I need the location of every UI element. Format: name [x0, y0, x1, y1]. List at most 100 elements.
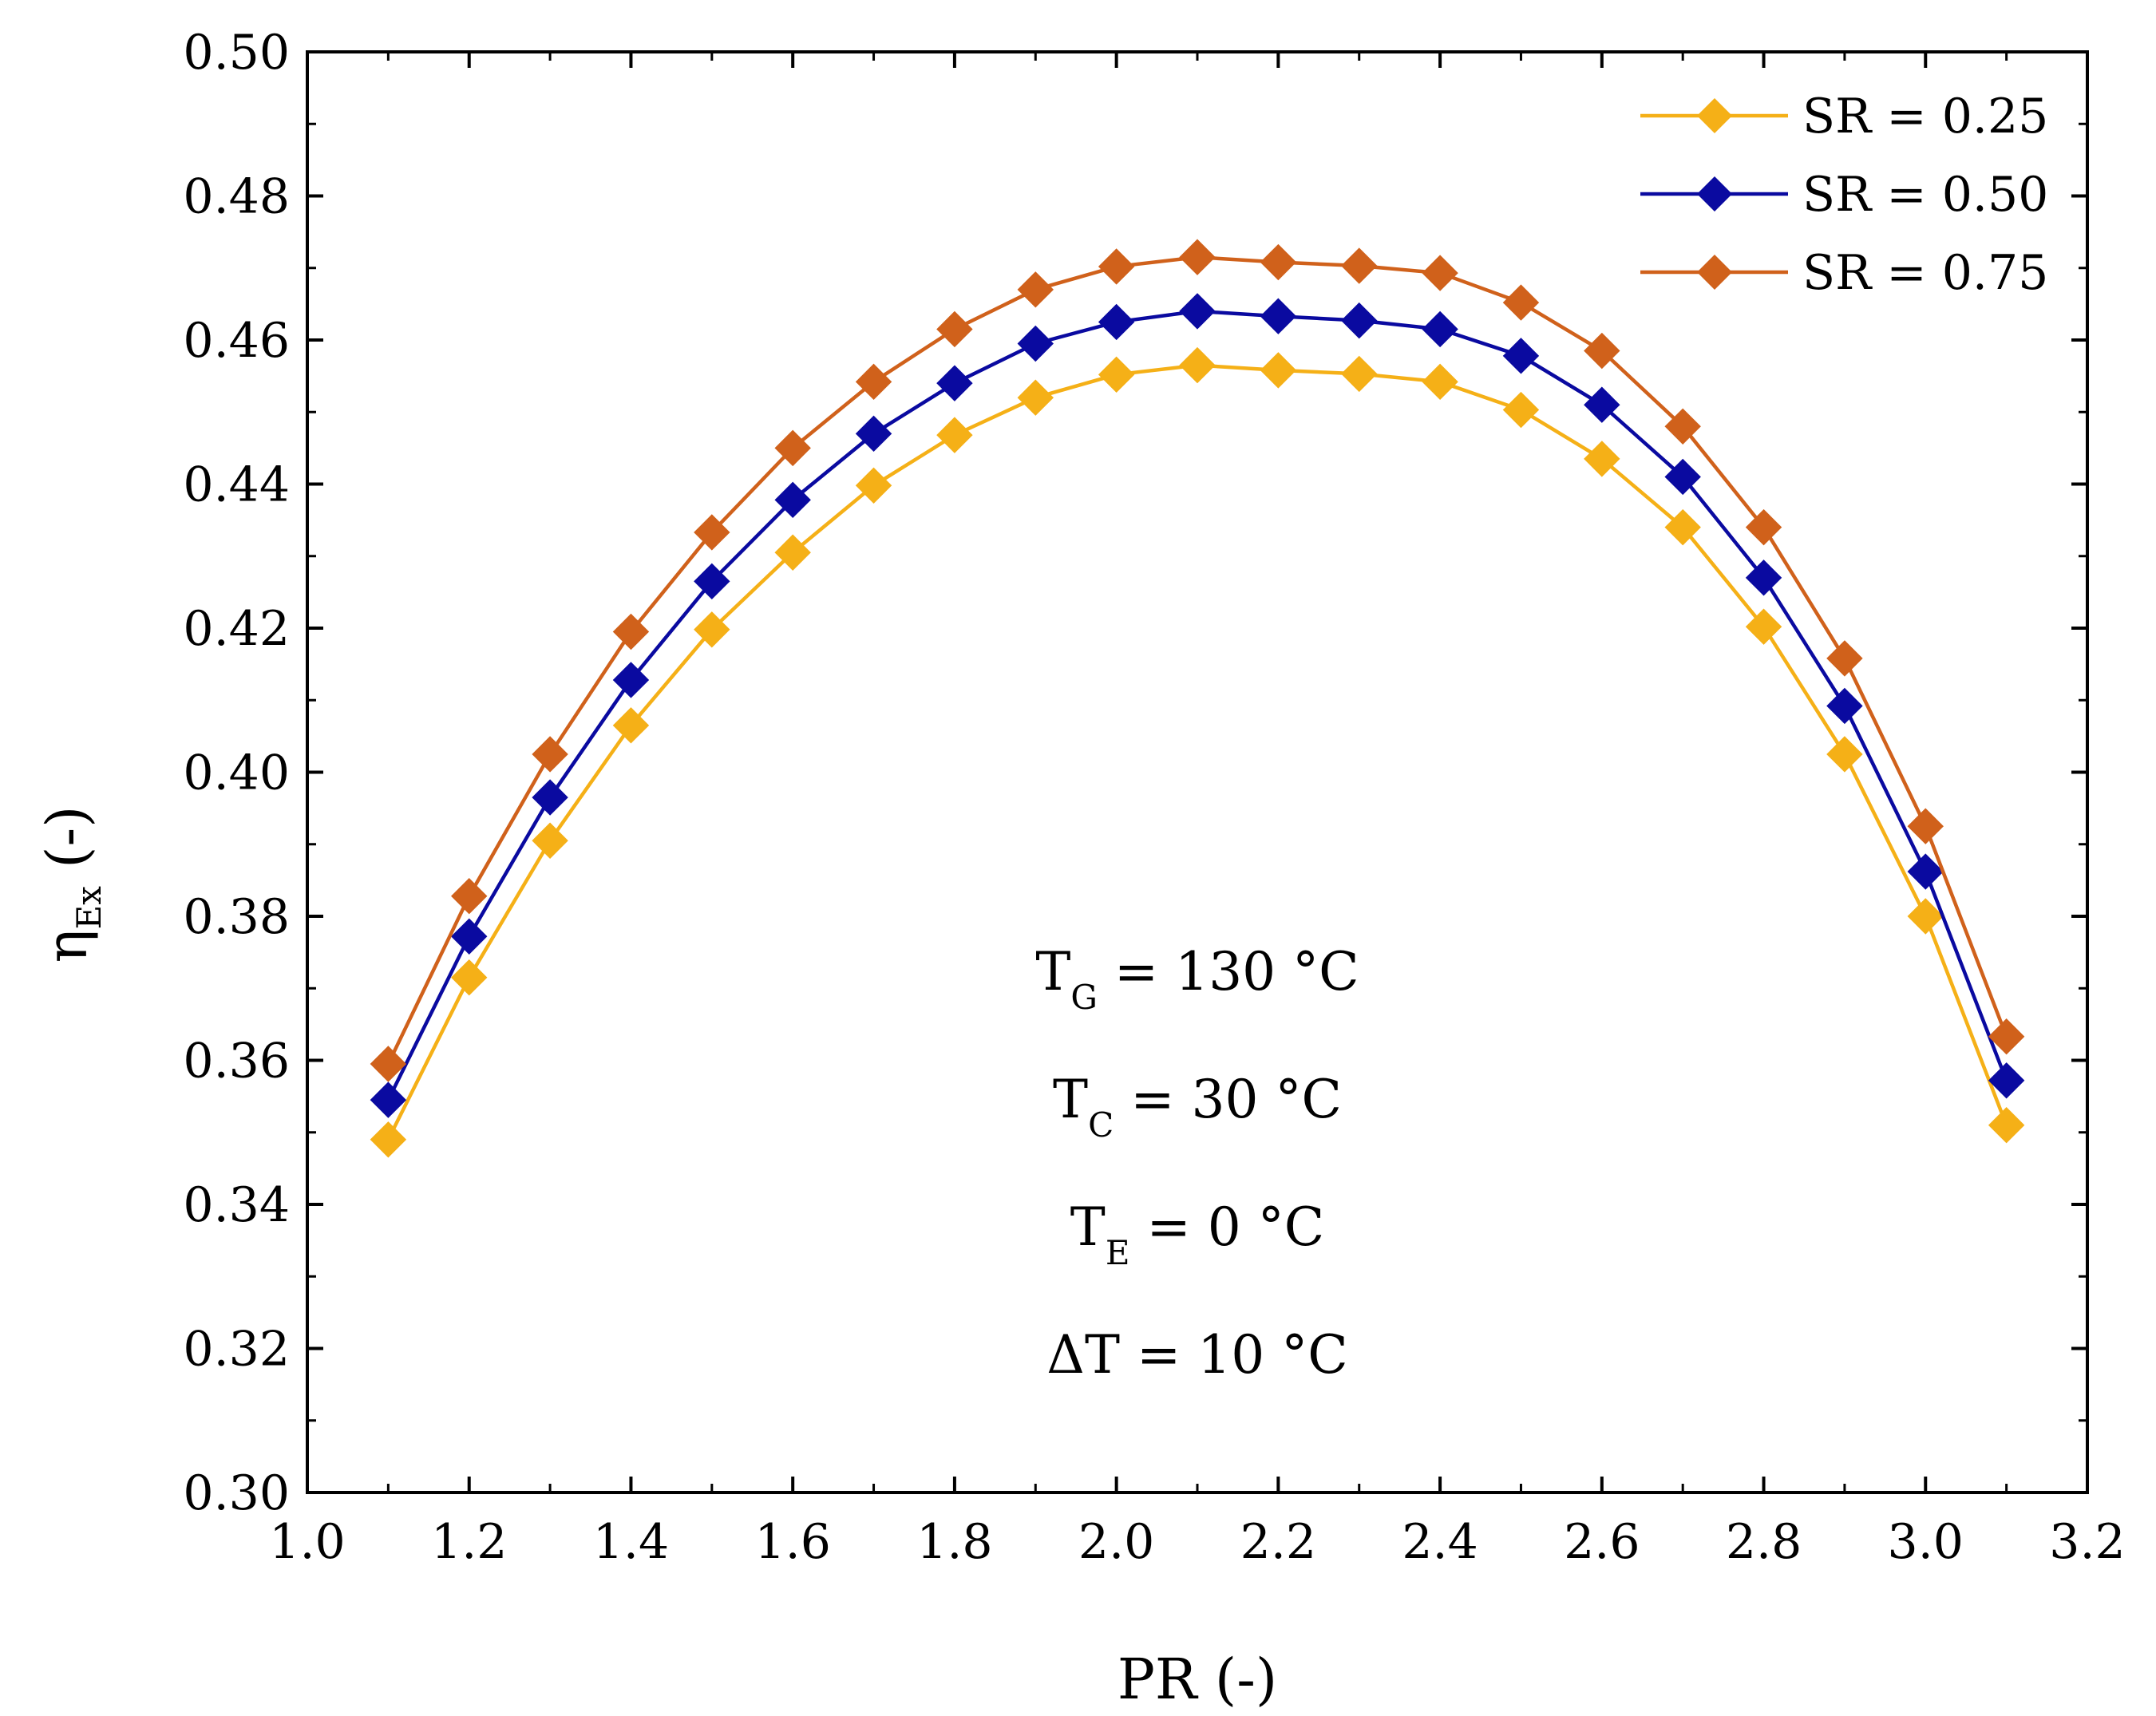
legend-item: SR = 0.25 — [1640, 89, 2048, 144]
legend-label: SR = 0.75 — [1802, 245, 2048, 301]
legend-marker — [1697, 98, 1732, 133]
x-tick-label: 3.2 — [2049, 1514, 2125, 1570]
annotations: TG = 130 °C TC = 30 °C TE = 0 °C ΔT = 10 °C — [1035, 941, 1359, 1386]
data-point — [1179, 346, 1216, 384]
x-tick-label: 1.4 — [593, 1514, 669, 1570]
annotation: TG = 130 °C — [1035, 941, 1359, 1017]
data-point — [532, 822, 568, 859]
data-point — [1664, 508, 1701, 546]
data-point — [774, 534, 811, 571]
x-tick-label: 2.0 — [1078, 1514, 1154, 1570]
x-tick-label: 1.6 — [754, 1514, 830, 1570]
x-tick-label: 1.8 — [916, 1514, 992, 1570]
data-point — [1098, 248, 1135, 285]
series-layer — [370, 239, 2025, 1158]
data-point — [1664, 408, 1701, 445]
x-tick-label: 2.8 — [1726, 1514, 1802, 1570]
legend-label: SR = 0.25 — [1802, 89, 2048, 144]
y-tick-label: 0.50 — [183, 25, 290, 81]
data-point — [936, 310, 973, 348]
data-point — [1584, 441, 1620, 477]
data-point — [694, 563, 730, 600]
data-point — [1988, 1018, 2025, 1055]
y-tick-label: 0.40 — [183, 745, 290, 801]
data-point — [936, 365, 973, 401]
data-point — [1907, 898, 1944, 935]
x-tick-label: 1.0 — [269, 1514, 345, 1570]
y-tick-label: 0.34 — [183, 1177, 290, 1233]
y-tick-label: 0.42 — [183, 601, 290, 657]
data-point — [1584, 386, 1620, 423]
data-point — [1098, 303, 1135, 341]
data-point — [1422, 310, 1458, 348]
data-point — [1907, 808, 1944, 844]
data-point — [1422, 255, 1458, 291]
data-point — [1826, 736, 1863, 773]
x-tick-label: 1.2 — [431, 1514, 507, 1570]
data-point — [1179, 239, 1216, 275]
y-tick-label: 0.48 — [183, 169, 290, 225]
data-point — [451, 918, 488, 955]
legend: SR = 0.25 SR = 0.50 SR = 0.75 — [1640, 89, 2048, 301]
x-tick-label: 2.6 — [1564, 1514, 1640, 1570]
data-point — [370, 1121, 407, 1158]
y-axis-title-symbol: η — [34, 929, 100, 963]
data-point — [532, 779, 568, 816]
data-point — [1341, 302, 1378, 339]
y-axis: 0.30 0.32 0.34 0.36 0.38 0.40 0.42 0.44 0.46 0.48… — [183, 25, 2087, 1521]
y-tick-label: 0.32 — [183, 1322, 290, 1378]
data-point — [1745, 508, 1782, 546]
series-line — [386, 363, 2008, 1141]
y-tick-label: 0.44 — [183, 457, 290, 513]
data-point — [1502, 338, 1540, 374]
series-2 — [370, 293, 2025, 1118]
data-point — [1422, 363, 1458, 401]
y-axis-title-suffix: (-) — [34, 806, 100, 887]
y-axis-title: ηEx (-) — [34, 806, 109, 963]
data-point — [855, 467, 892, 504]
data-point — [1745, 608, 1782, 645]
data-point — [370, 1081, 407, 1118]
data-point — [1988, 1062, 2025, 1099]
series-1 — [370, 346, 2025, 1158]
data-point — [1826, 640, 1863, 677]
data-point — [774, 481, 811, 519]
legend-item: SR = 0.50 — [1640, 167, 2048, 223]
data-point — [1584, 332, 1620, 370]
data-point — [1502, 284, 1540, 321]
data-point — [370, 1046, 407, 1082]
legend-label: SR = 0.50 — [1802, 167, 2048, 223]
y-tick-label: 0.36 — [183, 1034, 290, 1089]
series-3 — [370, 239, 2025, 1082]
data-point — [694, 611, 730, 648]
y-tick-label: 0.38 — [183, 889, 290, 945]
data-point — [1017, 325, 1054, 362]
x-axis-title: PR (-) — [1118, 1647, 1277, 1712]
data-point — [1341, 247, 1378, 284]
data-point — [1907, 853, 1944, 890]
data-point — [1179, 293, 1216, 330]
data-point — [1502, 391, 1540, 429]
data-point — [1745, 559, 1782, 596]
data-point — [1017, 271, 1054, 308]
y-tick-label: 0.46 — [183, 313, 290, 369]
legend-marker — [1697, 176, 1732, 212]
data-point — [1826, 687, 1863, 725]
x-tick-label: 2.4 — [1402, 1514, 1478, 1570]
data-point — [1260, 352, 1297, 389]
data-point — [612, 662, 650, 698]
data-point — [936, 417, 973, 453]
data-point — [694, 514, 730, 551]
data-point — [774, 429, 811, 467]
data-point — [612, 613, 650, 650]
annotation: ΔT = 10 °C — [1046, 1324, 1347, 1386]
data-point — [451, 959, 488, 996]
data-point — [451, 878, 488, 915]
data-point — [1988, 1107, 2025, 1144]
data-point — [1260, 298, 1297, 334]
x-axis: 1.0 1.2 1.4 1.6 1.8 2.0 2.2 2.4 2.6 2.8 3.0 3.2 — [269, 52, 2126, 1570]
annotation: TE = 0 °C — [1070, 1196, 1324, 1272]
data-point — [855, 415, 892, 453]
data-point — [612, 707, 650, 744]
